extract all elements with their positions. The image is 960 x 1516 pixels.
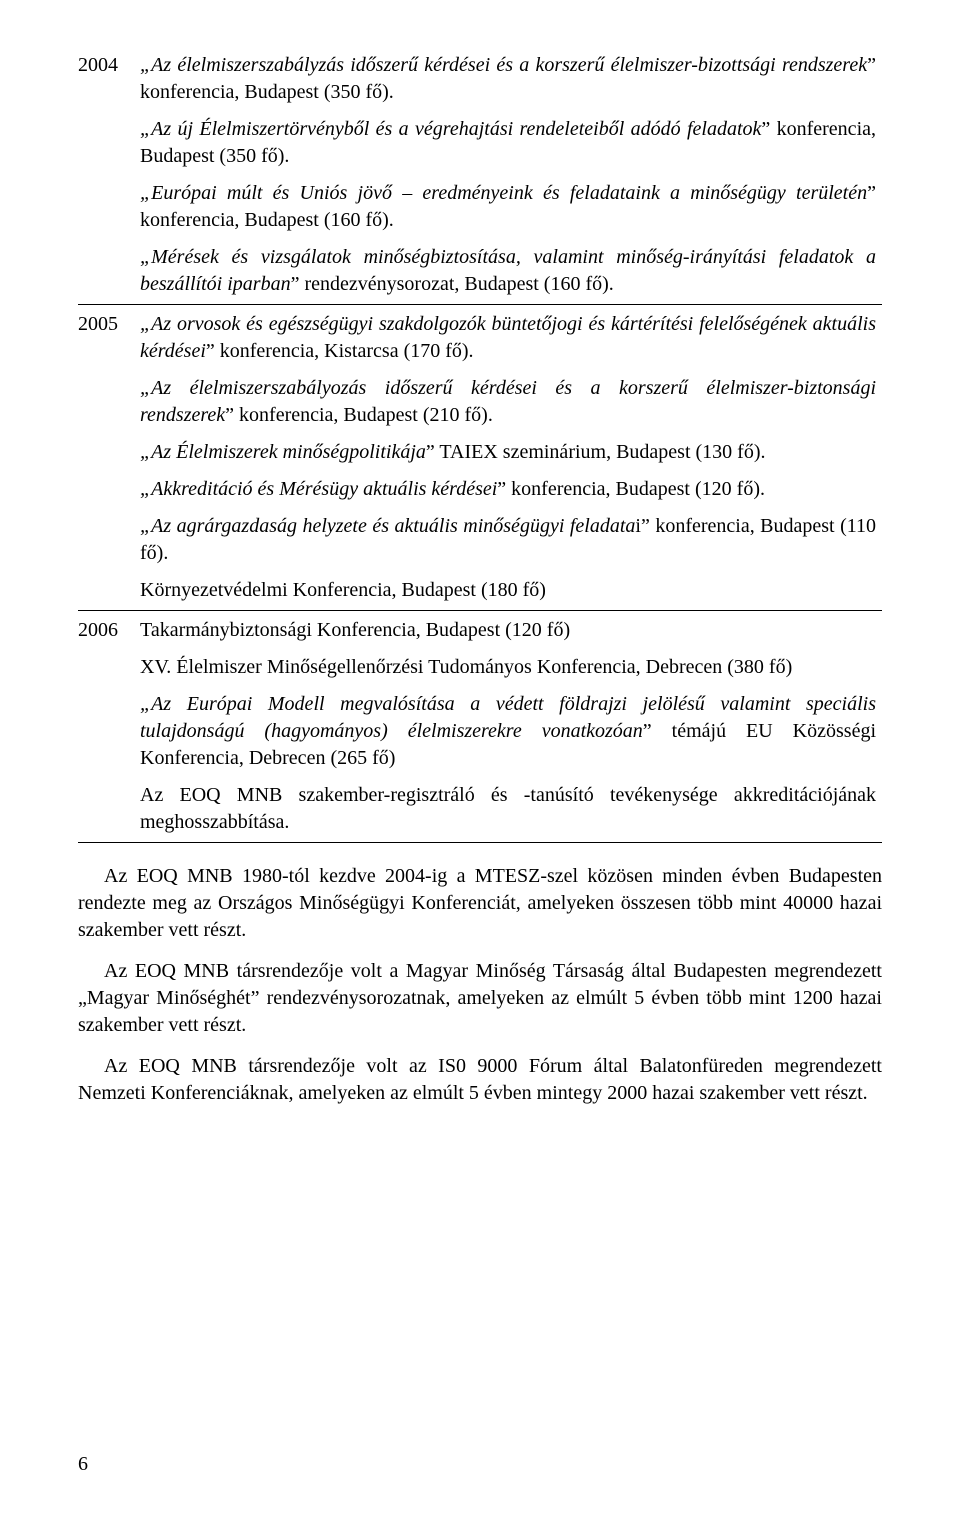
event-para: „Az élelmiszerszabályozás időszerű kérdé… <box>140 375 876 429</box>
event-suffix: ” rendezvénysorozat, Budapest (160 fő). <box>291 273 614 295</box>
document-page: 2004 „Az élelmiszerszabályzás időszerű k… <box>0 0 960 1516</box>
body-paragraph: Az EOQ MNB 1980-tól kezdve 2004-ig a MTE… <box>78 863 882 944</box>
event-title: „Az Élelmiszerek minőségpolitikája <box>140 441 426 463</box>
event-suffix: ” konferencia, Budapest (210 fő). <box>225 404 493 426</box>
table-row: 2005 „Az orvosok és egészségügyi szakdol… <box>78 305 882 611</box>
year-cell-2004: 2004 <box>78 46 140 305</box>
event-text: Környezetvédelmi Konferencia, Budapest (… <box>140 579 546 601</box>
year-cell-2006: 2006 <box>78 611 140 843</box>
event-text: Az EOQ MNB szakember-regisztráló és -tan… <box>140 784 876 833</box>
event-suffix: ” konferencia, Budapest (120 fő). <box>497 478 765 500</box>
event-title: „Európai múlt és Uniós jövő – eredményei… <box>140 182 867 204</box>
page-number: 6 <box>78 1453 88 1476</box>
event-title: „Akkreditáció és Mérésügy aktuális kérdé… <box>140 478 497 500</box>
event-title: „Az új Élelmiszertörvényből és a végreha… <box>140 118 761 140</box>
event-para: „Az Európai Modell megvalósítása a védet… <box>140 691 876 772</box>
table-row: 2004 „Az élelmiszerszabályzás időszerű k… <box>78 46 882 305</box>
body-text-block: Az EOQ MNB 1980-tól kezdve 2004-ig a MTE… <box>78 863 882 1107</box>
event-para: „Az Élelmiszerek minőségpolitikája” TAIE… <box>140 439 876 466</box>
events-cell-2005: „Az orvosok és egészségügyi szakdolgozók… <box>140 305 882 611</box>
event-para: „Akkreditáció és Mérésügy aktuális kérdé… <box>140 476 876 503</box>
events-cell-2004: „Az élelmiszerszabályzás időszerű kérdés… <box>140 46 882 305</box>
event-para: „Mérések és vizsgálatok minőségbiztosítá… <box>140 244 876 298</box>
event-para: „Az orvosok és egészségügyi szakdolgozók… <box>140 311 876 365</box>
event-suffix: ” konferencia, Kistarcsa (170 fő). <box>206 340 474 362</box>
body-paragraph: Az EOQ MNB társrendezője volt a Magyar M… <box>78 958 882 1039</box>
event-para: Takarmánybiztonsági Konferencia, Budapes… <box>140 617 876 644</box>
event-para: „Európai múlt és Uniós jövő – eredményei… <box>140 180 876 234</box>
event-para: „Az élelmiszerszabályzás időszerű kérdés… <box>140 52 876 106</box>
body-paragraph: Az EOQ MNB társrendezője volt az IS0 900… <box>78 1053 882 1107</box>
table-row: 2006 Takarmánybiztonsági Konferencia, Bu… <box>78 611 882 843</box>
event-title: „Az agrárgazdaság helyzete és aktuális m… <box>140 515 635 537</box>
event-para: „Az új Élelmiszertörvényből és a végreha… <box>140 116 876 170</box>
year-events-table: 2004 „Az élelmiszerszabályzás időszerű k… <box>78 46 882 843</box>
event-para: Környezetvédelmi Konferencia, Budapest (… <box>140 577 876 604</box>
event-text: XV. Élelmiszer Minőségellenőrzési Tudomá… <box>140 656 792 678</box>
event-text: Takarmánybiztonsági Konferencia, Budapes… <box>140 619 570 641</box>
event-para: XV. Élelmiszer Minőségellenőrzési Tudomá… <box>140 654 876 681</box>
event-title: „Az élelmiszerszabályzás időszerű kérdés… <box>140 54 867 76</box>
event-suffix: ” TAIEX szeminárium, Budapest (130 fő). <box>426 441 766 463</box>
events-cell-2006: Takarmánybiztonsági Konferencia, Budapes… <box>140 611 882 843</box>
event-para: Az EOQ MNB szakember-regisztráló és -tan… <box>140 782 876 836</box>
year-cell-2005: 2005 <box>78 305 140 611</box>
event-para: „Az agrárgazdaság helyzete és aktuális m… <box>140 513 876 567</box>
